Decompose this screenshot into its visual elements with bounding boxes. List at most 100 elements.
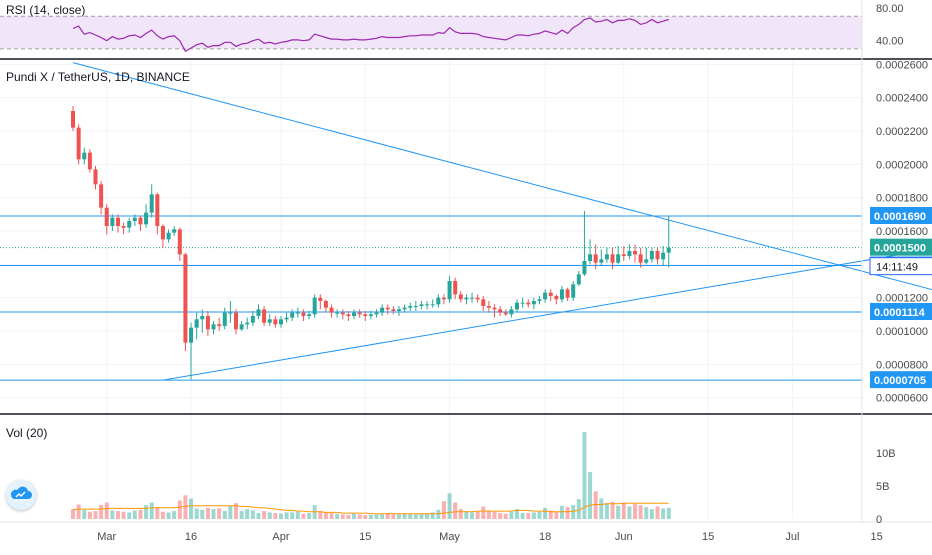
volume-bar <box>458 509 463 519</box>
candle-body <box>649 251 654 260</box>
candle-up <box>408 302 413 311</box>
candle-up <box>166 229 171 243</box>
price-badge-label: 0.0001500 <box>874 243 926 255</box>
candle-up <box>402 304 407 313</box>
tradingview-logo-button[interactable] <box>6 480 36 510</box>
volume-bar <box>211 509 216 519</box>
candle-up <box>413 301 418 311</box>
symbol-title: Pundi X / TetherUS, 1D, BINANCE <box>6 70 190 84</box>
volume-bar <box>205 507 210 519</box>
candle-down <box>340 309 345 320</box>
price-tick-label: 0.0001000 <box>876 326 928 338</box>
volume-bar <box>565 507 570 519</box>
price-tick-label: 0.0001200 <box>876 293 928 305</box>
volume-bar <box>408 513 413 519</box>
volume-bar <box>177 500 182 519</box>
candle-down <box>234 309 238 335</box>
candle-body <box>267 319 272 323</box>
volume-bar <box>115 511 120 519</box>
candle-up <box>470 292 475 303</box>
price-badge-label: 0.0000705 <box>874 375 926 387</box>
candle-down <box>554 294 559 305</box>
candle-up <box>295 307 300 318</box>
candle-body <box>565 289 570 298</box>
volume-bar <box>222 511 227 519</box>
candle-up <box>194 312 199 340</box>
volume-bar <box>419 513 424 519</box>
time-axis[interactable]: Mar 16 Apr 15 May 18 Jun 15 Jul 15 <box>97 531 883 543</box>
candle-up <box>380 304 385 316</box>
volume-bar <box>610 501 615 519</box>
volume-bar <box>121 511 126 519</box>
volume-pane <box>71 431 671 519</box>
candle-up <box>368 311 373 320</box>
candle-down <box>492 304 497 318</box>
candle-up <box>576 271 581 286</box>
candle-body <box>486 306 491 308</box>
candle-body <box>273 319 278 325</box>
candle-down <box>357 309 362 318</box>
volume-bar <box>245 509 250 519</box>
candle-body <box>262 309 267 323</box>
candle-body <box>447 281 452 300</box>
candle-down <box>498 306 503 316</box>
candle-up <box>571 281 576 301</box>
volume-bar <box>481 506 486 519</box>
volume-bar <box>638 505 643 519</box>
candle-down <box>458 291 463 303</box>
candle-body <box>104 207 109 226</box>
candle-down <box>621 246 626 261</box>
volume-bar <box>189 498 194 519</box>
candle-up <box>520 297 525 308</box>
volume-bar <box>239 511 244 519</box>
candle-body <box>548 292 553 296</box>
candle-body <box>99 184 104 208</box>
price-badge-bg <box>870 371 932 389</box>
volume-bar <box>464 511 469 519</box>
candle-body <box>245 322 250 325</box>
candle-body <box>177 229 182 255</box>
candle-body <box>352 312 357 316</box>
price-badge: 0.0000705 <box>870 371 932 389</box>
candle-down <box>346 311 351 321</box>
volume-bar <box>515 509 519 519</box>
candle-body <box>155 194 160 226</box>
volume-bar <box>318 511 323 519</box>
price-tick-label: 0.0002600 <box>876 59 928 71</box>
candle-down <box>76 124 81 165</box>
candle-down <box>441 294 446 305</box>
volume-bar <box>301 513 306 519</box>
candle-body <box>413 306 418 307</box>
candle-body <box>329 307 334 313</box>
candle-body <box>284 317 289 320</box>
candle-body <box>340 312 345 315</box>
volume-bar <box>87 511 92 519</box>
candle-down <box>481 296 486 311</box>
candle-body <box>312 297 317 315</box>
volume-bar <box>200 509 205 519</box>
time-tick-label: May <box>439 531 460 543</box>
volume-bar <box>357 514 362 519</box>
candle-body <box>627 251 632 256</box>
candle-down <box>71 106 76 131</box>
candle-body <box>621 254 626 256</box>
volume-bar <box>588 472 593 519</box>
candle-body <box>593 254 598 263</box>
volume-bar <box>256 513 261 519</box>
candle-body <box>256 309 261 316</box>
candle-up <box>531 297 536 310</box>
volume-bar <box>604 503 609 519</box>
candle-body <box>166 232 171 240</box>
candle-body <box>571 284 576 298</box>
volume-bar <box>576 499 581 519</box>
candle-body <box>335 312 340 314</box>
candle-body <box>160 226 165 240</box>
price-tick-label: 0.0002400 <box>876 93 928 105</box>
time-tick-label: 16 <box>185 531 197 543</box>
candle-down <box>453 277 458 300</box>
time-tick-label: 15 <box>871 531 883 543</box>
candle-body <box>633 251 638 255</box>
candle-down <box>217 317 222 331</box>
